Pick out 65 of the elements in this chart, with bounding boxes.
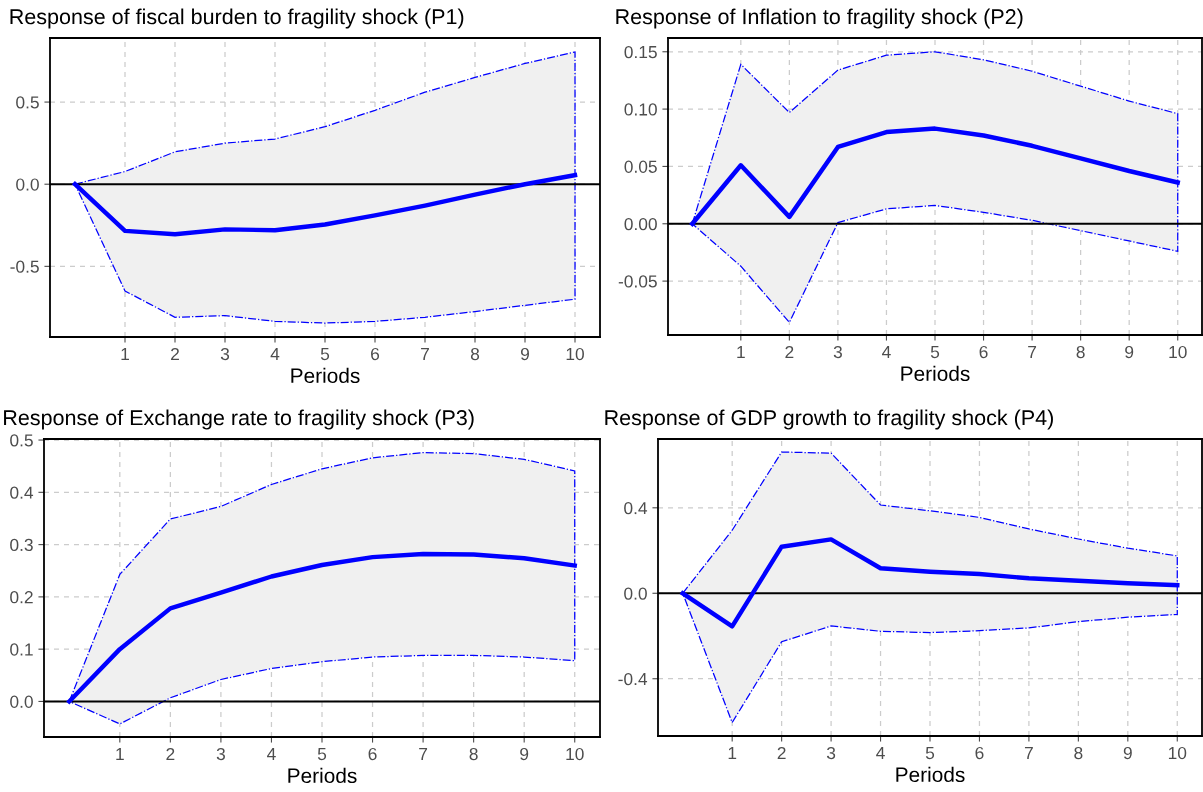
x-tick-label: 8 (470, 347, 480, 361)
y-tick-label: 0.2 (10, 591, 33, 604)
x-tick-label: 3 (220, 347, 230, 361)
x-tick-label: 4 (876, 747, 885, 759)
x-tick-label: 7 (419, 748, 428, 760)
x-tick-label: 10 (566, 747, 584, 761)
x-tick-label: 4 (882, 346, 891, 358)
x-tick-label: 7 (421, 348, 429, 360)
y-tick-label: 0.3 (10, 538, 33, 552)
y-tick-label: 0.00 (624, 217, 657, 231)
x-tick-label: 9 (1125, 345, 1134, 359)
x-tick-label: 3 (826, 746, 836, 760)
x-tick-label: 6 (975, 746, 984, 760)
x-axis-title: Periods (291, 367, 360, 384)
y-tick-label: 0.15 (624, 45, 657, 59)
y-tick-label: 0.10 (624, 103, 657, 116)
x-axis-title: Periods (896, 766, 965, 783)
x-tick-label: 9 (520, 347, 530, 361)
y-tick-label: 0.0 (624, 587, 647, 600)
x-tick-label: 1 (116, 748, 124, 760)
y-tick-label: 0.1 (10, 643, 33, 656)
x-tick-label: 2 (785, 345, 794, 358)
x-tick-label: 1 (728, 747, 737, 759)
x-axis-title: Periods (901, 365, 970, 382)
x-tick-label: 8 (1076, 345, 1085, 359)
x-tick-label: 6 (368, 747, 377, 761)
chart-title: Response of Inflation to fragility shock (P2) (616, 8, 1023, 29)
x-tick-label: 1 (737, 346, 745, 358)
x-tick-label: 7 (1024, 747, 1033, 759)
x-tick-label: 6 (979, 345, 988, 359)
y-tick-label: 0.5 (10, 434, 33, 447)
x-tick-label: 5 (925, 747, 935, 760)
y-tick-label: 0.0 (10, 695, 33, 708)
chart-title: Response of GDP growth to fragility shock (P4) (605, 409, 1053, 430)
x-tick-label: 3 (216, 747, 225, 761)
y-tick-label: 0.4 (10, 486, 34, 499)
x-tick-label: 6 (371, 347, 380, 361)
x-tick-label: 10 (566, 347, 584, 361)
x-tick-label: 5 (930, 346, 940, 359)
x-tick-label: 8 (469, 747, 478, 761)
chart-title: Response of Exchange rate to fragility shock (P3) (4, 409, 474, 430)
x-tick-label: 2 (166, 747, 175, 760)
x-tick-label: 9 (1123, 746, 1132, 760)
chart-title: Response of fiscal burden to fragility shock (P1) (10, 8, 464, 29)
x-tick-label: 5 (317, 748, 327, 761)
x-tick-label: 3 (833, 345, 842, 359)
x-tick-label: 1 (121, 348, 129, 360)
x-tick-label: 2 (777, 746, 786, 759)
y-tick-label: 0.0 (16, 178, 39, 191)
y-tick-label: -0.05 (618, 275, 657, 288)
y-tick-label: 0.05 (624, 160, 657, 173)
x-tick-label: 10 (1169, 345, 1187, 359)
x-tick-label: 4 (270, 348, 280, 360)
x-tick-label: 5 (320, 348, 330, 361)
y-tick-label: 0.4 (624, 501, 648, 515)
y-tick-label: -0.5 (10, 260, 39, 273)
y-tick-label: -0.4 (618, 672, 648, 686)
x-tick-label: 2 (171, 347, 179, 360)
x-tick-label: 10 (1168, 746, 1187, 760)
x-axis-title: Periods (288, 767, 357, 784)
y-tick-label: 0.5 (16, 96, 39, 109)
x-tick-label: 8 (1074, 746, 1083, 760)
x-tick-label: 9 (520, 747, 529, 761)
x-tick-label: 4 (267, 748, 276, 760)
x-tick-label: 7 (1028, 346, 1037, 358)
